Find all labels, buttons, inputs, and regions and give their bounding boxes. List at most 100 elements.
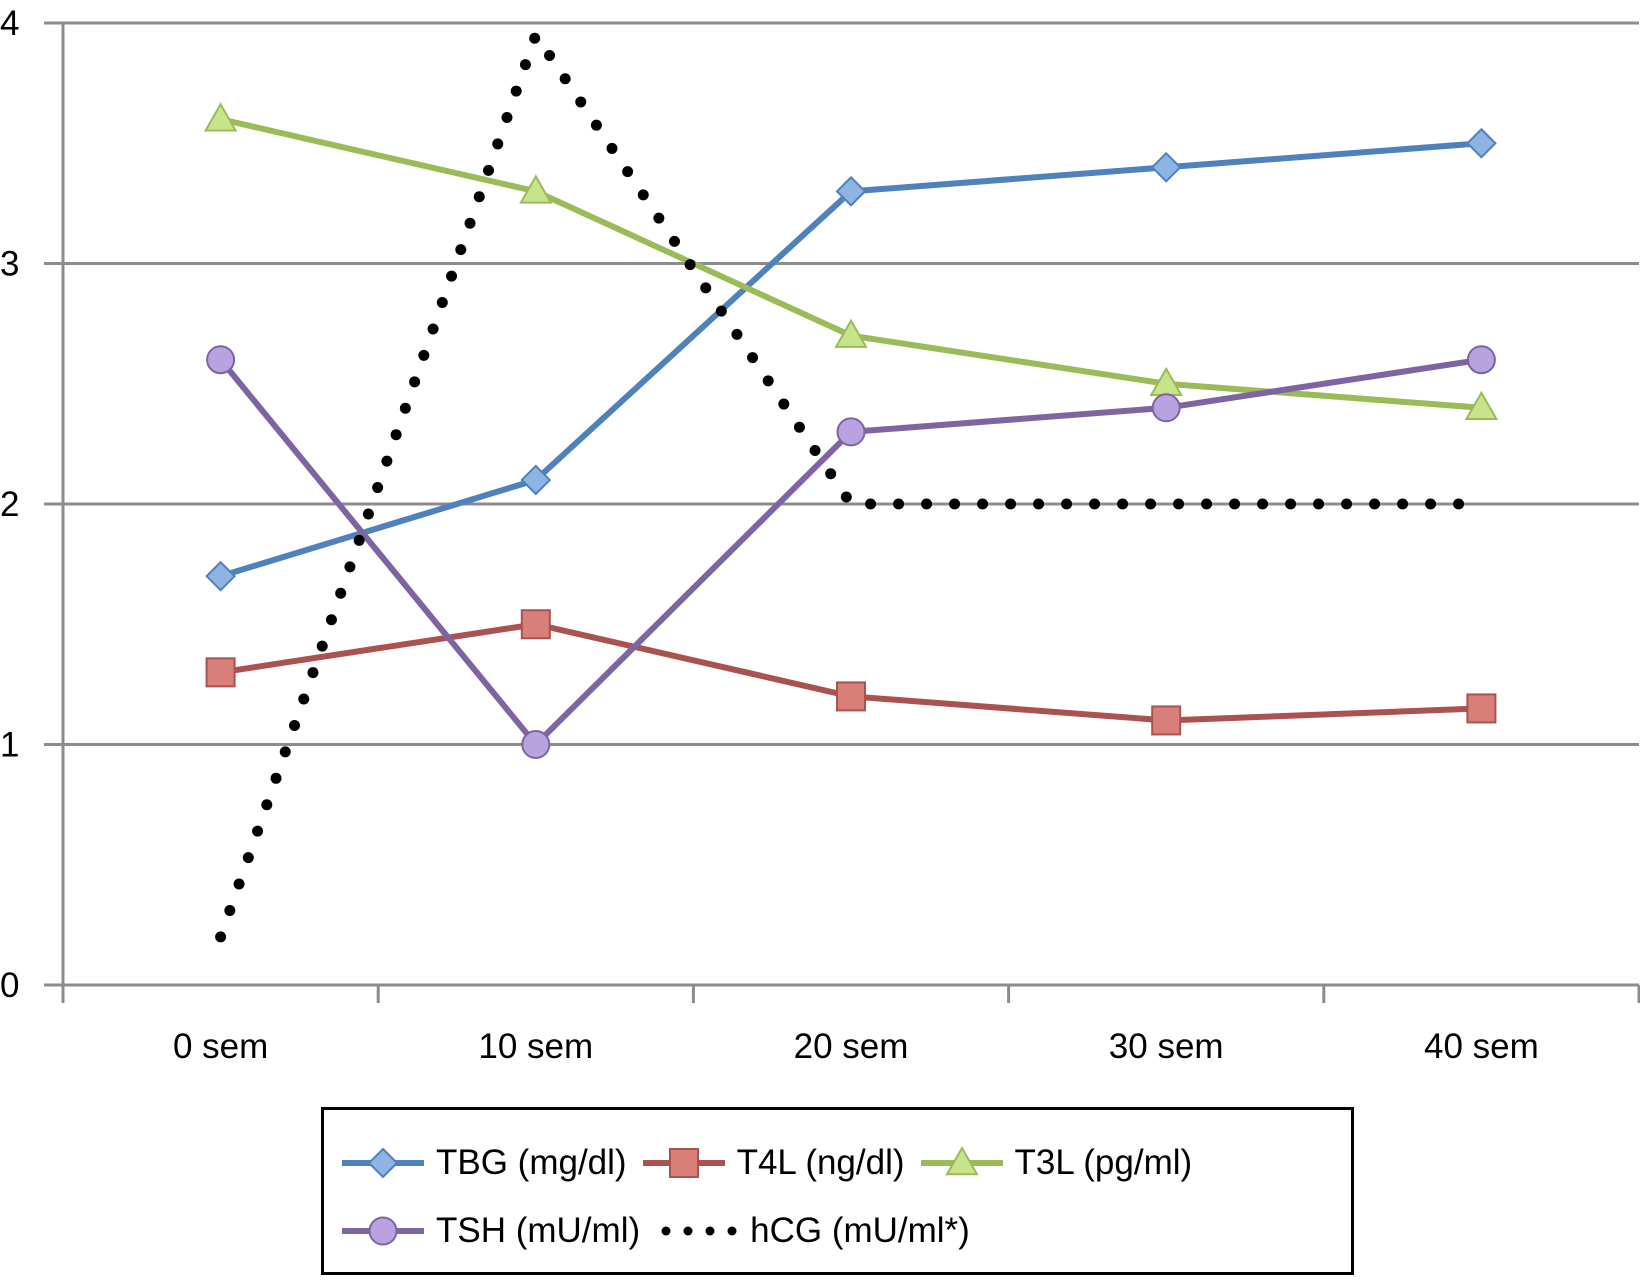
triangle-marker bbox=[1464, 390, 1499, 421]
legend-label: T3L (pg/ml) bbox=[1014, 1143, 1193, 1182]
y-tick-label: 0 bbox=[0, 966, 19, 1005]
dotted-line-dot bbox=[492, 138, 504, 150]
dotted-line-dot bbox=[637, 189, 649, 201]
legend-row-2: TSH (mU/ml) hCG (mU/ml*) bbox=[324, 1201, 970, 1261]
square-marker bbox=[1151, 705, 1182, 736]
dotted-line-dot bbox=[307, 667, 319, 679]
dotted-line-dot bbox=[1089, 498, 1101, 510]
y-tick-label: 1 bbox=[0, 726, 19, 765]
circle-marker bbox=[1466, 345, 1496, 375]
dotted-line-dot bbox=[1145, 498, 1157, 510]
circle-marker-icon bbox=[342, 1216, 424, 1246]
dotted-line-dot bbox=[865, 498, 877, 510]
dotted-line-dot bbox=[381, 455, 393, 467]
dotted-line-dot bbox=[224, 904, 236, 916]
y-tick-label: 3 bbox=[0, 245, 19, 284]
dotted-line-dot bbox=[436, 297, 448, 309]
dotted-line-dot bbox=[575, 96, 587, 108]
diamond-marker bbox=[1150, 151, 1182, 183]
square-marker bbox=[1466, 693, 1497, 724]
dotted-line-dot bbox=[298, 693, 310, 705]
circle-marker bbox=[1151, 393, 1181, 423]
axes bbox=[61, 23, 1640, 1003]
dotted-line-dot bbox=[529, 32, 541, 44]
square-marker bbox=[836, 681, 866, 712]
dotted-line-dot bbox=[544, 49, 556, 61]
dotted-line-dot bbox=[590, 119, 602, 131]
series-t4l bbox=[205, 609, 1497, 736]
circle-marker bbox=[206, 345, 236, 375]
x-category-label: 10 sem bbox=[478, 1027, 593, 1066]
dotted-line-icon bbox=[661, 1226, 737, 1236]
triangle-marker-icon bbox=[920, 1145, 1003, 1176]
legend-dot bbox=[727, 1226, 737, 1236]
x-category-label: 30 sem bbox=[1109, 1027, 1224, 1066]
legend-item-tsh: TSH (mU/ml) bbox=[338, 1211, 640, 1251]
dotted-line-dot bbox=[482, 164, 494, 176]
dotted-line-dot bbox=[519, 59, 531, 71]
diamond-marker bbox=[835, 175, 867, 207]
dotted-line-dot bbox=[1285, 498, 1297, 510]
legend-item-t3l: T3L (pg/ml) bbox=[917, 1143, 1193, 1183]
dotted-line-dot bbox=[464, 217, 476, 229]
dotted-line-dot bbox=[233, 878, 245, 890]
dotted-line-dot bbox=[325, 614, 337, 626]
y-axis-tick-labels: 0 1 2 3 4 bbox=[0, 4, 19, 1005]
diamond-marker bbox=[1465, 127, 1497, 159]
square-marker bbox=[668, 1148, 699, 1178]
x-axis-category-labels: 0 sem 10 sem 20 sem 30 sem 40 sem bbox=[173, 1027, 1539, 1066]
y-tick-label: 4 bbox=[0, 4, 19, 43]
dotted-line-dot bbox=[1033, 498, 1045, 510]
series-line bbox=[219, 140, 1482, 580]
series-t3l bbox=[203, 102, 1499, 421]
legend-item-t4l: T4L (ng/dl) bbox=[639, 1143, 905, 1183]
dotted-line-dot bbox=[1397, 498, 1409, 510]
dotted-line-dot bbox=[353, 534, 365, 546]
square-marker-icon bbox=[642, 1148, 725, 1178]
y-tick-label: 2 bbox=[0, 485, 19, 524]
dotted-line-dot bbox=[559, 73, 571, 85]
diamond-marker-icon bbox=[342, 1147, 424, 1179]
gridlines bbox=[44, 21, 1639, 987]
dotted-line-dot bbox=[344, 561, 356, 573]
dotted-line-dot bbox=[446, 270, 458, 282]
dotted-line-dot bbox=[1257, 498, 1269, 510]
dotted-line-dot bbox=[261, 799, 273, 811]
dotted-line-dot bbox=[977, 498, 989, 510]
dotted-line-dot bbox=[1005, 498, 1017, 510]
triangle-marker bbox=[944, 1145, 979, 1176]
legend-dot bbox=[705, 1226, 715, 1236]
x-category-label: 0 sem bbox=[173, 1027, 268, 1066]
dotted-line-dot bbox=[335, 587, 347, 599]
dotted-line-dot bbox=[215, 931, 227, 943]
legend-dot bbox=[661, 1226, 671, 1236]
dotted-line-dot bbox=[793, 421, 805, 433]
dotted-line-dot bbox=[1369, 498, 1381, 510]
dotted-line-dot bbox=[270, 772, 282, 784]
dotted-line-dot bbox=[762, 375, 774, 387]
series-tsh bbox=[206, 345, 1496, 759]
dotted-line-dot bbox=[622, 166, 634, 178]
circle-marker bbox=[521, 730, 551, 759]
legend-dot bbox=[683, 1226, 693, 1236]
dotted-line-dot bbox=[809, 445, 821, 457]
square-marker bbox=[205, 657, 236, 688]
dotted-line-dot bbox=[289, 719, 301, 731]
x-category-label: 20 sem bbox=[794, 1027, 909, 1066]
dotted-line-dot bbox=[1453, 498, 1465, 510]
dotted-line-dot bbox=[390, 429, 402, 441]
dotted-line-dot bbox=[1425, 498, 1437, 510]
dotted-line-dot bbox=[715, 305, 727, 317]
dotted-line-dot bbox=[1061, 498, 1073, 510]
triangle-marker bbox=[834, 318, 868, 348]
dotted-line-dot bbox=[1229, 498, 1241, 510]
legend-item-hcg: hCG (mU/ml*) bbox=[652, 1211, 970, 1251]
diamond-marker bbox=[367, 1147, 399, 1179]
circle-marker bbox=[368, 1216, 398, 1246]
dotted-line-dot bbox=[510, 85, 522, 97]
dotted-line-dot bbox=[242, 852, 254, 864]
dotted-line-dot bbox=[778, 398, 790, 410]
dotted-line-dot bbox=[731, 328, 743, 340]
legend-label: hCG (mU/ml*) bbox=[750, 1211, 970, 1250]
